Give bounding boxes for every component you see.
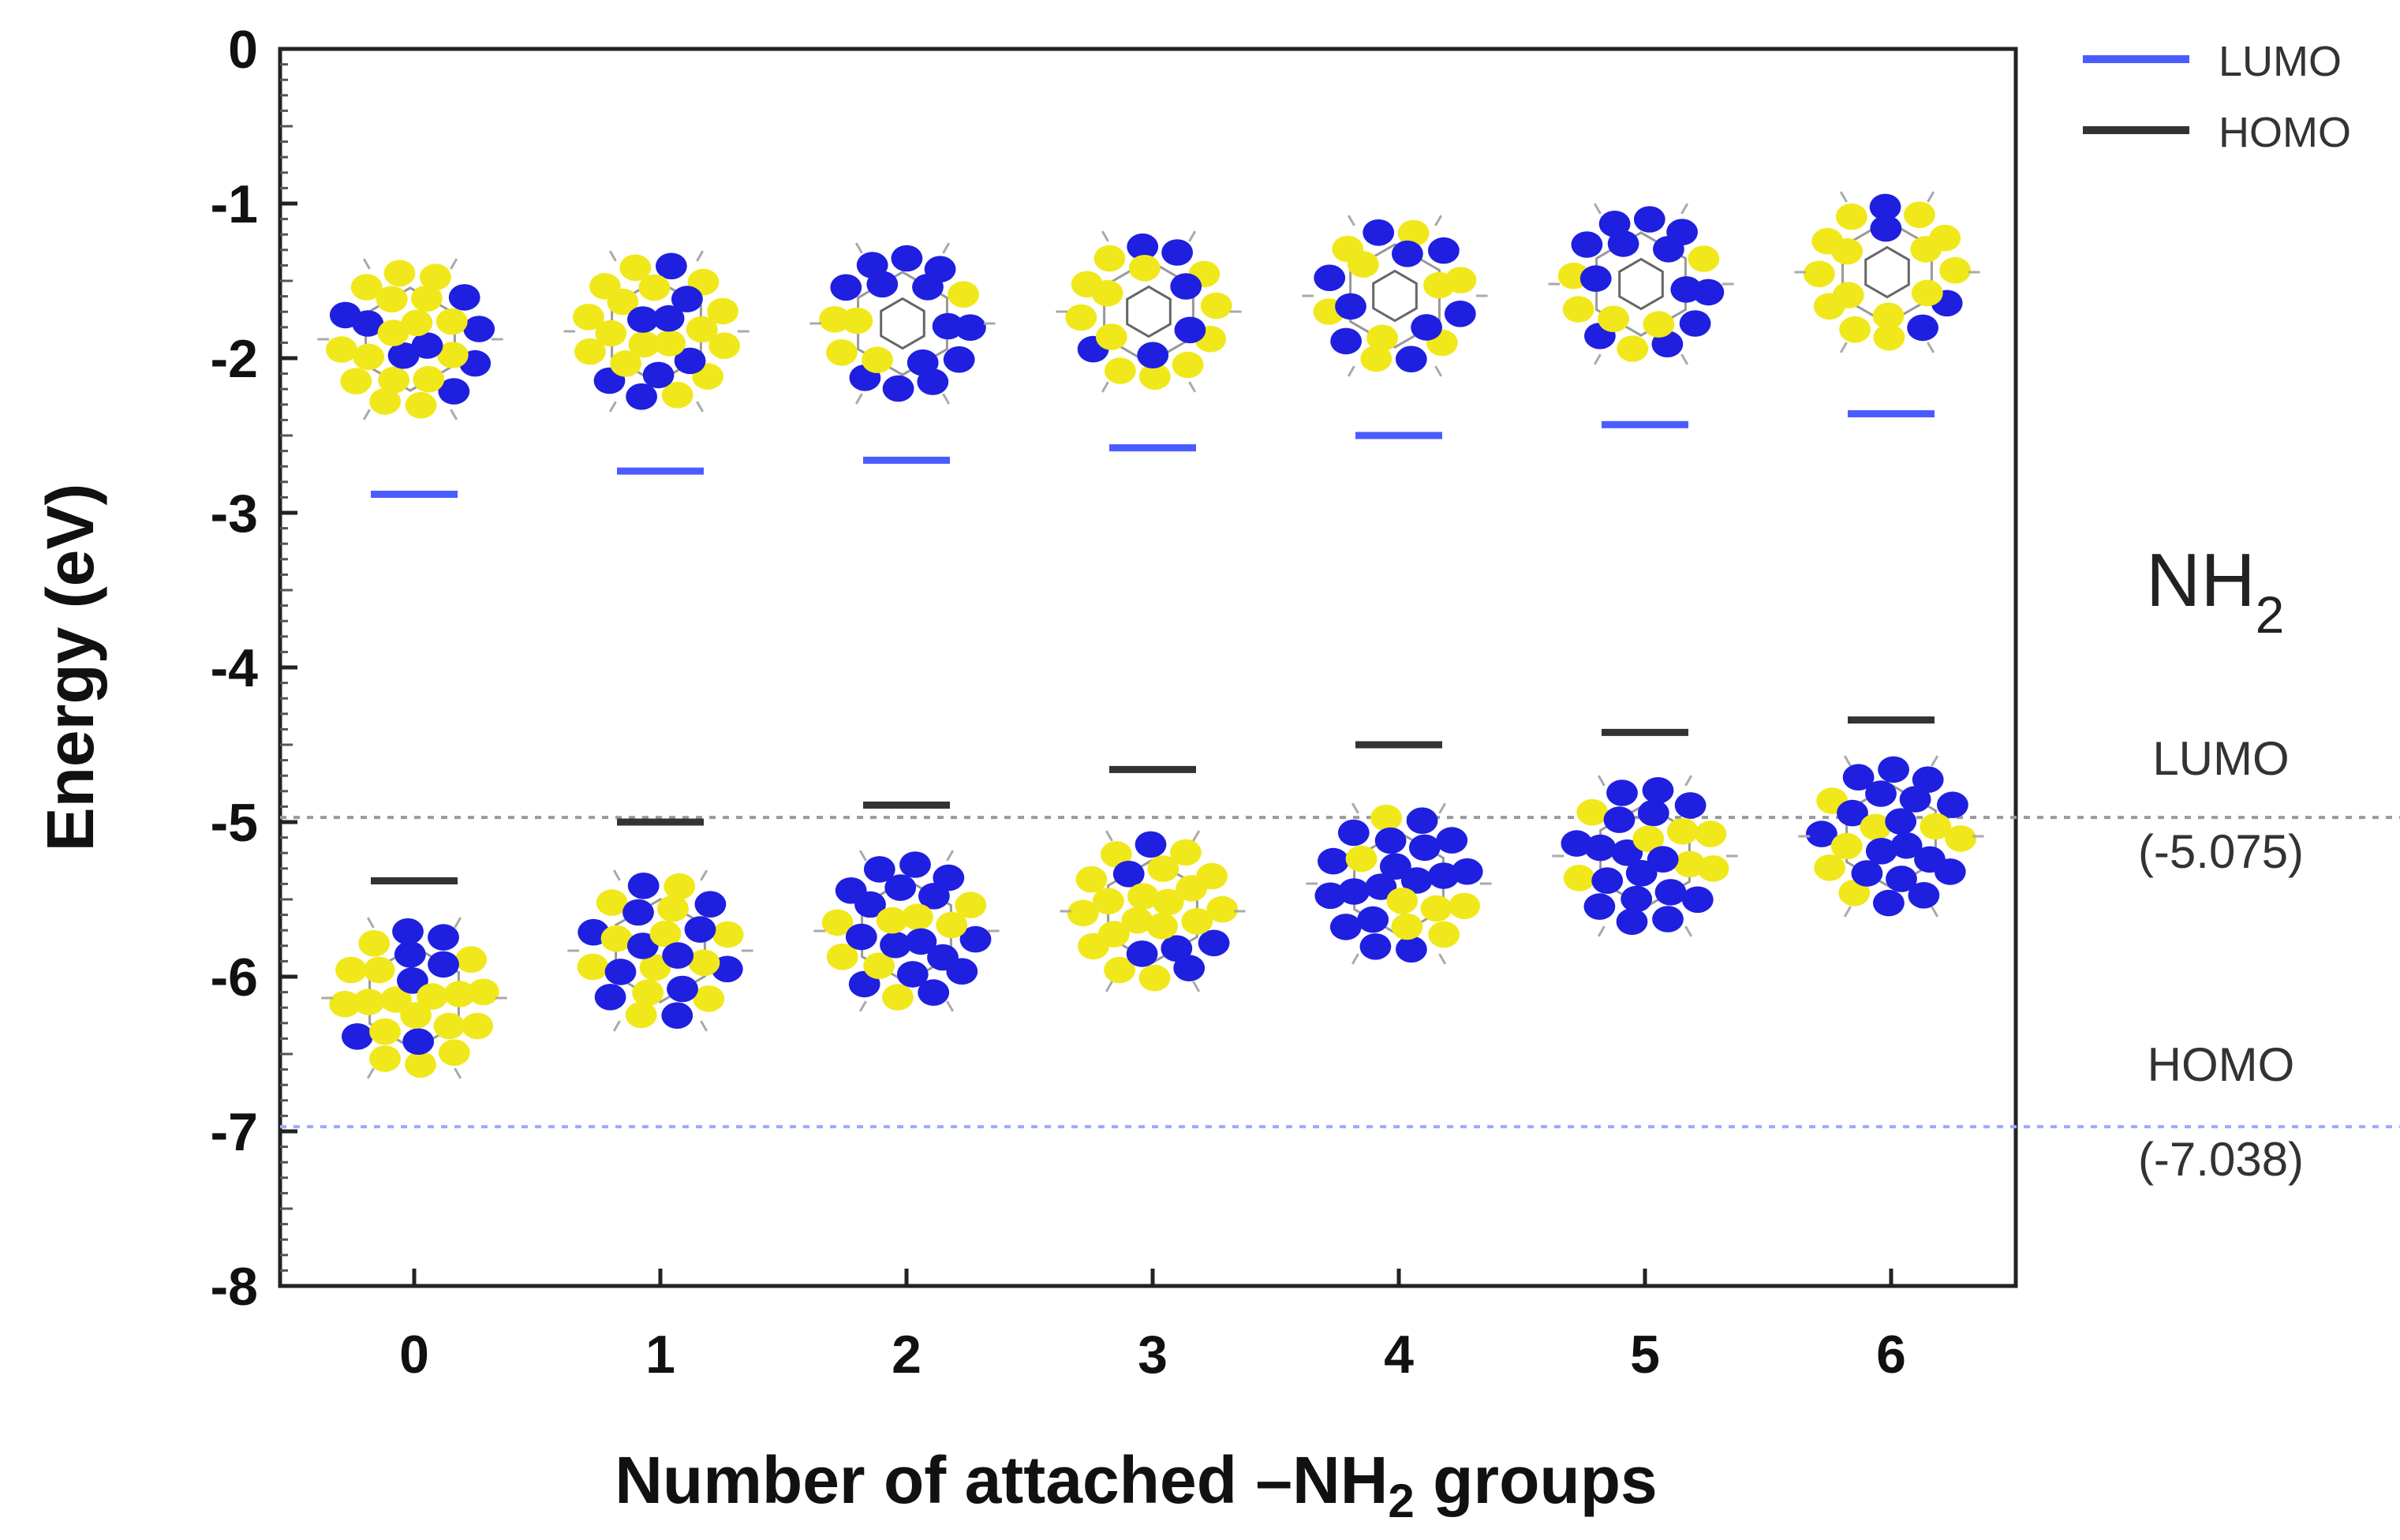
x-tick-label: 5 [1630, 1325, 1660, 1385]
x-axis-ticks: 0 1 2 3 4 5 6 [399, 1269, 1906, 1385]
y-tick-label: -3 [211, 484, 258, 544]
orbital-isosurface-image [809, 242, 996, 405]
y-axis-title: Energy (eV) [33, 484, 107, 852]
x-axis-title-subscript: 2 [1388, 1475, 1414, 1527]
orbital-isosurface-image [1306, 802, 1492, 965]
orbital-isosurface-image [1794, 191, 1980, 353]
side-label-subscript: 2 [2256, 585, 2285, 644]
energy-level-marks [371, 410, 1935, 884]
orbital-isosurface-image [1060, 830, 1246, 992]
reference-lines [280, 816, 2400, 1129]
legend-label-homo: HOMO [2219, 109, 2351, 156]
side-label-nh2: NH2 [2146, 538, 2284, 644]
orbital-isosurface-image [1798, 755, 1984, 918]
x-tick-label: 2 [892, 1325, 921, 1385]
legend: LUMO HOMO [2083, 38, 2351, 156]
x-axis-title-tail: groups [1415, 1443, 1658, 1517]
y-axis-ticks: 0 -1 -2 -3 -4 -5 -6 -7 -8 [211, 20, 297, 1317]
x-axis-title: Number of attached –NH2 groups [615, 1443, 1658, 1527]
y-tick-label: -2 [211, 329, 258, 389]
x-tick-label: 6 [1876, 1325, 1906, 1385]
y-tick-label: -4 [211, 638, 259, 698]
y-tick-label: -8 [211, 1257, 258, 1317]
orbital-isosurface-image [1552, 775, 1738, 937]
x-axis-title-main: Number of attached –NH [615, 1443, 1388, 1517]
y-tick-label: -1 [211, 174, 258, 234]
orbital-isosurface-image [1056, 230, 1242, 393]
y-tick-label: -7 [211, 1102, 258, 1162]
ref-homo-label: HOMO [2148, 1038, 2295, 1091]
x-tick-label: 3 [1138, 1325, 1168, 1385]
orbital-isosurface-image [321, 917, 507, 1079]
x-tick-label: 1 [645, 1325, 675, 1385]
orbital-isosurface-image [563, 250, 750, 413]
orbital-isosurface-image [1302, 215, 1488, 377]
y-tick-label: -5 [211, 793, 258, 853]
y-tick-label: 0 [228, 20, 258, 80]
orbital-isosurface-image [1548, 203, 1734, 365]
ref-homo-value: (-7.038) [2138, 1133, 2304, 1186]
x-tick-label: 4 [1384, 1325, 1414, 1385]
orbital-isosurface-image [567, 869, 753, 1032]
ref-lumo-label: LUMO [2152, 732, 2289, 785]
ref-lumo-value: (-5.075) [2138, 825, 2304, 878]
x-tick-label: 0 [399, 1325, 429, 1385]
side-label-main: NH [2146, 538, 2256, 622]
legend-label-lumo: LUMO [2219, 38, 2342, 85]
y-tick-label: -6 [211, 948, 258, 1007]
orbital-images [317, 191, 1984, 1079]
orbital-isosurface-image [813, 850, 1000, 1012]
orbital-isosurface-image [317, 258, 503, 421]
